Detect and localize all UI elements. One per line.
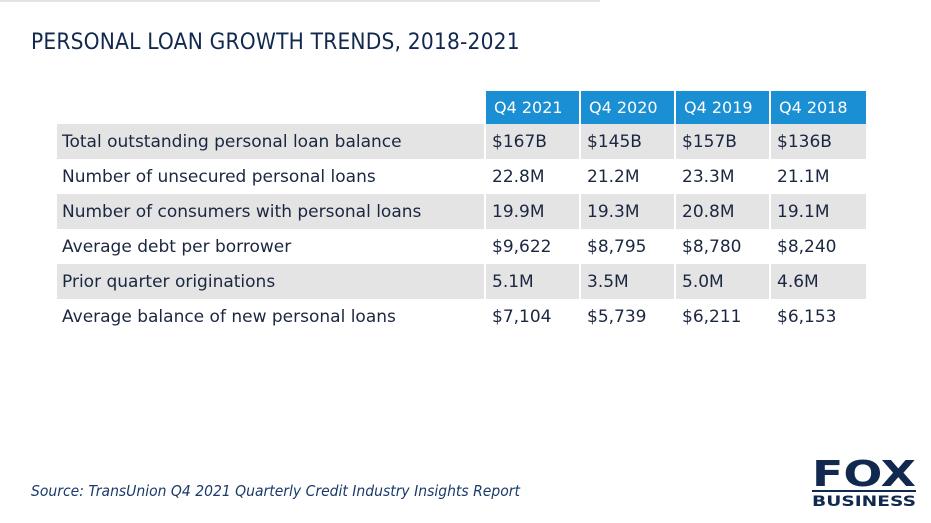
table-cell: $167B — [486, 124, 581, 159]
table-cell: 19.1M — [771, 194, 866, 229]
source-note: Source: TransUnion Q4 2021 Quarterly Cre… — [31, 482, 520, 500]
logo-main-text: FOX — [812, 454, 916, 495]
table-cell: $8,780 — [676, 229, 771, 264]
chart-title: PERSONAL LOAN GROWTH TRENDS, 2018-2021 — [31, 30, 520, 55]
fox-business-logo: FOX BUSINESS — [812, 454, 916, 508]
row-label: Number of consumers with personal loans — [57, 194, 486, 229]
table-row: Number of unsecured personal loans 22.8M… — [57, 159, 866, 194]
table-row: Average debt per borrower $9,622 $8,795 … — [57, 229, 866, 264]
table-cell: $6,211 — [676, 299, 771, 334]
table-row: Number of consumers with personal loans … — [57, 194, 866, 229]
table-cell: 3.5M — [581, 264, 676, 299]
table-cell: 21.1M — [777, 166, 830, 187]
logo-rule — [812, 490, 916, 492]
column-header: Q4 2019 — [676, 91, 771, 124]
table-cell: $5,739 — [581, 299, 676, 334]
header-blank-cell — [57, 91, 486, 124]
column-header: Q4 2021 — [486, 91, 581, 124]
top-rule — [0, 0, 600, 2]
data-table: Q4 2021 Q4 2020 Q4 2019 Q4 2018 Total ou… — [57, 91, 866, 334]
table-cell: $9,622 — [486, 229, 581, 264]
row-label: Average balance of new personal loans — [57, 299, 486, 334]
table-row: Prior quarter originations 5.1M 3.5M 5.0… — [57, 264, 866, 299]
column-header: Q4 2020 — [581, 91, 676, 124]
table-row: Total outstanding personal loan balance … — [57, 124, 866, 159]
row-label: Total outstanding personal loan balance — [57, 124, 486, 159]
table-cell: $6,153 — [777, 306, 837, 327]
logo-sub-text: BUSINESS — [812, 494, 916, 508]
row-label: Number of unsecured personal loans — [57, 159, 486, 194]
table-cell: $8,795 — [581, 229, 676, 264]
table-cell: 4.6M — [771, 264, 866, 299]
column-header: Q4 2018 — [771, 91, 866, 124]
table-cell: 20.8M — [676, 194, 771, 229]
table-cell: $8,240 — [777, 236, 837, 257]
table-cell: 19.9M — [486, 194, 581, 229]
table-cell: $136B — [771, 124, 866, 159]
header-row: Q4 2021 Q4 2020 Q4 2019 Q4 2018 — [57, 91, 866, 124]
table-cell: 22.8M — [486, 159, 581, 194]
table-cell: $7,104 — [486, 299, 581, 334]
table-cell: $157B — [676, 124, 771, 159]
row-label: Prior quarter originations — [57, 264, 486, 299]
table-cell: 21.2M — [581, 159, 676, 194]
table-cell: 19.3M — [581, 194, 676, 229]
row-label: Average debt per borrower — [57, 229, 486, 264]
table-cell: 5.1M — [486, 264, 581, 299]
table-cell: $145B — [581, 124, 676, 159]
table-cell: 23.3M — [676, 159, 771, 194]
table-row: Average balance of new personal loans $7… — [57, 299, 866, 334]
table-cell: 5.0M — [676, 264, 771, 299]
